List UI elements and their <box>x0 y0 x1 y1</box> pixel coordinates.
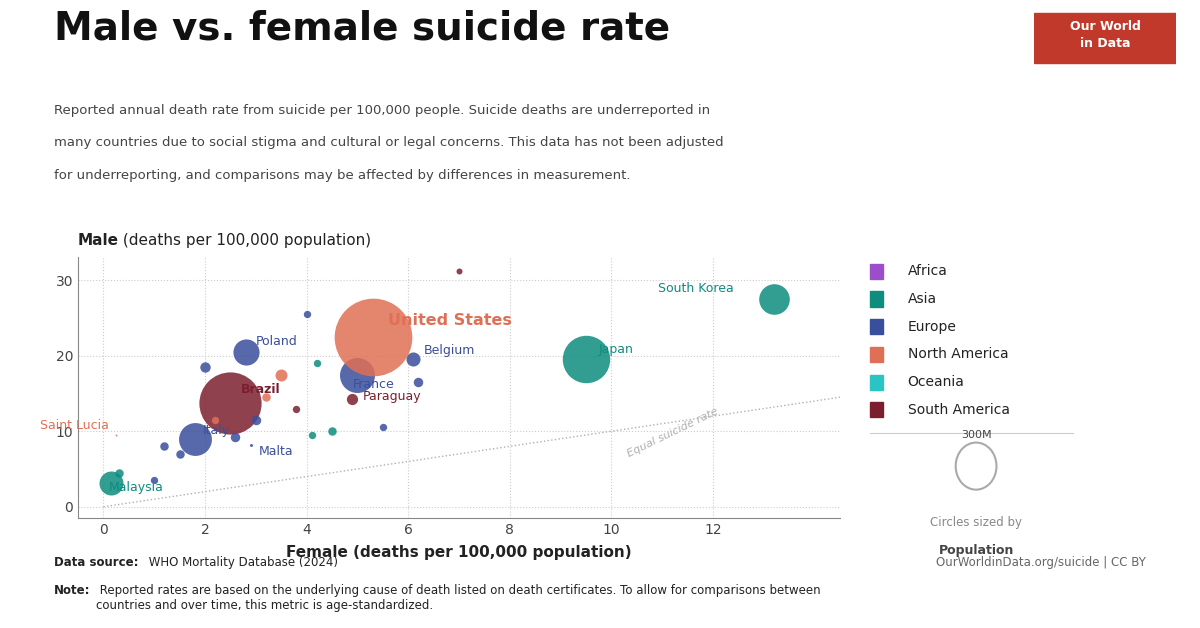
Point <box>257 392 276 403</box>
Point <box>185 434 204 444</box>
Text: Africa: Africa <box>907 264 948 278</box>
Text: Saint Lucia: Saint Lucia <box>40 419 108 432</box>
Text: Oceania: Oceania <box>907 375 965 389</box>
Text: Italy: Italy <box>203 423 229 436</box>
Point <box>364 332 383 342</box>
Text: Data source:: Data source: <box>54 556 138 569</box>
Bar <box>870 374 883 390</box>
Text: Malta: Malta <box>258 445 293 458</box>
Text: Malaysia: Malaysia <box>108 481 163 494</box>
Point <box>348 369 367 379</box>
Bar <box>870 264 883 279</box>
Bar <box>870 319 883 334</box>
Point <box>102 477 121 487</box>
Text: Reported rates are based on the underlying cause of death listed on death certif: Reported rates are based on the underlyi… <box>96 584 821 612</box>
Point <box>196 362 215 372</box>
Text: Japan: Japan <box>599 343 634 355</box>
Text: in Data: in Data <box>1080 37 1130 50</box>
Point <box>307 358 326 368</box>
Text: Reported annual death rate from suicide per 100,000 people. Suicide deaths are u: Reported annual death rate from suicide … <box>54 104 710 117</box>
Text: for underreporting, and comparisons may be affected by differences in measuremen: for underreporting, and comparisons may … <box>54 169 630 182</box>
Text: WHO Mortality Database (2024): WHO Mortality Database (2024) <box>145 556 338 569</box>
Text: Equal suicide rate: Equal suicide rate <box>625 406 720 459</box>
Point <box>109 468 128 478</box>
Text: OurWorldinData.org/suicide | CC BY: OurWorldinData.org/suicide | CC BY <box>936 556 1146 569</box>
Text: Europe: Europe <box>907 320 956 333</box>
X-axis label: Female (deaths per 100,000 population): Female (deaths per 100,000 population) <box>286 545 632 560</box>
Point <box>343 394 362 404</box>
Point <box>271 369 290 379</box>
Point <box>409 377 428 387</box>
Point <box>298 309 317 319</box>
Text: Male: Male <box>78 233 119 248</box>
Point <box>323 426 342 436</box>
Point <box>449 266 468 276</box>
Text: France: France <box>353 378 394 391</box>
Bar <box>870 403 883 418</box>
Text: many countries due to social stigma and cultural or legal concerns. This data ha: many countries due to social stigma and … <box>54 136 724 149</box>
Point <box>221 398 240 408</box>
Text: Circles sized by: Circles sized by <box>930 516 1022 529</box>
Point <box>170 449 190 459</box>
Text: Brazil: Brazil <box>240 384 280 396</box>
Point <box>205 415 224 425</box>
Text: Belgium: Belgium <box>424 344 475 357</box>
Text: Note:: Note: <box>54 584 90 597</box>
Point <box>302 430 322 440</box>
Text: Our World: Our World <box>1069 19 1141 33</box>
Text: 300M: 300M <box>961 430 991 440</box>
Bar <box>870 291 883 306</box>
Text: United States: United States <box>388 313 511 328</box>
Point <box>403 354 422 364</box>
Point <box>576 354 595 364</box>
Point <box>246 415 265 425</box>
Text: North America: North America <box>907 347 1008 362</box>
Point <box>144 475 163 485</box>
Point <box>373 423 392 433</box>
Bar <box>870 347 883 362</box>
Point <box>241 440 260 450</box>
Text: Asia: Asia <box>907 292 937 306</box>
Text: South America: South America <box>907 403 1009 417</box>
Point <box>764 294 784 304</box>
Text: Poland: Poland <box>256 335 298 348</box>
Text: Male vs. female suicide rate: Male vs. female suicide rate <box>54 9 670 48</box>
Point <box>236 347 256 357</box>
Text: (deaths per 100,000 population): (deaths per 100,000 population) <box>118 233 371 248</box>
Point <box>107 430 126 440</box>
Point <box>226 432 245 442</box>
Text: Population: Population <box>938 544 1014 557</box>
Text: Paraguay: Paraguay <box>362 390 421 403</box>
Point <box>287 404 306 414</box>
Text: South Korea: South Korea <box>658 282 733 295</box>
Point <box>155 441 174 452</box>
